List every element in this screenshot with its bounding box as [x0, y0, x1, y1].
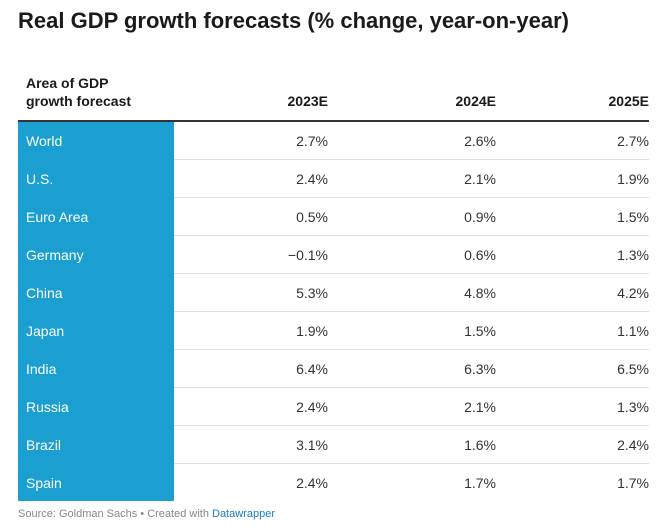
value-cell-2025e: 1.7% [617, 474, 649, 491]
column-header-area-line2: growth forecast [26, 93, 132, 109]
area-cell: Euro Area [18, 197, 174, 236]
header-row: Area of GDP growth forecast 2023E 2024E … [18, 60, 649, 122]
column-header-2025e[interactable]: 2025E [496, 60, 649, 122]
value-cell-2023e: 3.1% [174, 425, 328, 464]
table-row: World 2.7% 2.6% 2.7% [18, 121, 649, 160]
source-text: Source: Goldman Sachs • Created with [18, 508, 212, 520]
value-cell-2025e: 1.5% [496, 197, 649, 236]
value-cell-2023e: 2.7% [174, 121, 328, 160]
value-cell-2024e: 0.6% [328, 235, 496, 274]
area-cell: Germany [18, 235, 174, 274]
datawrapper-link[interactable]: Datawrapper [212, 508, 275, 520]
value-cell-2025e: 4.2% [496, 273, 649, 312]
area-cell: Spain [18, 463, 174, 501]
value-cell-2025e: 2.4% [496, 425, 649, 464]
value-cell-2025e: 6.5% [496, 349, 649, 388]
table-row: Japan 1.9% 1.5% 1.1% [18, 311, 649, 350]
column-header-area[interactable]: Area of GDP growth forecast [18, 60, 174, 122]
value-cell-2023e: 6.4% [174, 349, 328, 388]
area-cell: Russia [18, 387, 174, 426]
area-cell: Brazil [18, 425, 174, 464]
value-cell-2025e: 1.3% [496, 235, 649, 274]
value-cell-2024e: 1.7% [464, 474, 496, 491]
area-cell: India [18, 349, 174, 388]
table-row: Russia 2.4% 2.1% 1.3% [18, 387, 649, 426]
value-cell-2023e: 2.4% [174, 159, 328, 198]
table-body: World 2.7% 2.6% 2.7% U.S. 2.4% 2.1% 1.9% Euro Ar… [18, 121, 649, 501]
value-cell-2024e: 6.3% [328, 349, 496, 388]
value-cell-2024e: 2.1% [328, 387, 496, 426]
table-row: Germany −0.1% 0.6% 1.3% [18, 235, 649, 274]
gdp-forecast-table: Area of GDP growth forecast 2023E 2024E … [18, 60, 649, 501]
table-row: U.S. 2.4% 2.1% 1.9% [18, 159, 649, 198]
value-cell-2024e: 1.5% [328, 311, 496, 350]
column-header-2024e[interactable]: 2024E [328, 60, 496, 122]
table-row: Spain 2.4% 1.7% 1.7% [18, 463, 649, 501]
table-row: Brazil 3.1% 1.6% 2.4% [18, 425, 649, 464]
value-cell-2023e: 0.5% [174, 197, 328, 236]
value-cell-2024e: 1.6% [328, 425, 496, 464]
area-cell: U.S. [18, 159, 174, 198]
value-cell-2025e: 2.7% [496, 121, 649, 160]
value-cell-2025e: 1.9% [496, 159, 649, 198]
value-cell-2024e: 0.9% [328, 197, 496, 236]
value-cell-2023e: 5.3% [174, 273, 328, 312]
table-row: China 5.3% 4.8% 4.2% [18, 273, 649, 312]
table-row: Euro Area 0.5% 0.9% 1.5% [18, 197, 649, 236]
value-cell-2025e: 1.1% [496, 311, 649, 350]
table-row: India 6.4% 6.3% 6.5% [18, 349, 649, 388]
area-cell: Japan [18, 311, 174, 350]
value-cell-2023e: −0.1% [174, 235, 328, 274]
value-cell-2023e: 2.4% [296, 474, 328, 491]
column-header-2023e[interactable]: 2023E [174, 60, 328, 122]
value-cell-2024e: 2.6% [328, 121, 496, 160]
value-cell-2025e: 1.3% [496, 387, 649, 426]
value-cell-2023e: 1.9% [174, 311, 328, 350]
area-cell: China [18, 273, 174, 312]
column-header-area-line1: Area of GDP [26, 75, 109, 91]
chart-title: Real GDP growth forecasts (% change, yea… [18, 8, 569, 33]
value-cell-2024e: 2.1% [328, 159, 496, 198]
area-cell: World [18, 121, 174, 160]
value-cell-2023e: 2.4% [174, 387, 328, 426]
source-footer: Source: Goldman Sachs • Created with Dat… [18, 508, 275, 520]
value-cell-2024e: 4.8% [328, 273, 496, 312]
